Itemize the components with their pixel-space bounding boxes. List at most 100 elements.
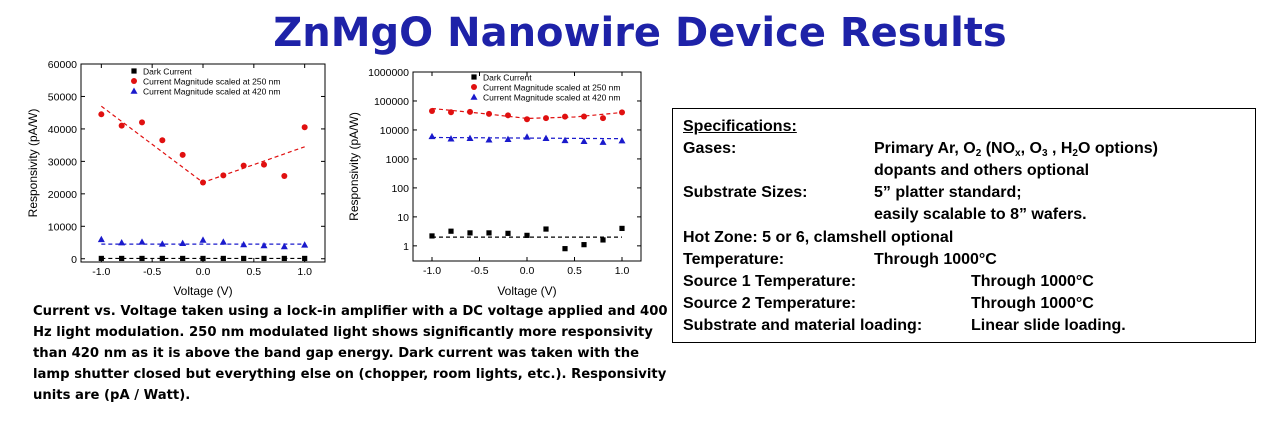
data-point-series1 xyxy=(261,161,267,168)
loading-label: Substrate and material loading: xyxy=(683,317,923,334)
data-point-series0 xyxy=(467,230,473,236)
data-point-series0 xyxy=(600,237,606,243)
data-point-series0 xyxy=(180,255,186,262)
data-point-series0 xyxy=(98,255,104,262)
x-tick-label: 1.0 xyxy=(297,266,312,278)
y-tick-label: 40000 xyxy=(48,124,77,136)
data-point-series0 xyxy=(429,233,435,239)
substrate-value-line2: easily scalable to 8” wafers. xyxy=(874,206,1087,223)
data-point-series2 xyxy=(240,240,248,248)
source2-value: Through 1000°C xyxy=(971,295,1094,312)
data-point-series1 xyxy=(524,116,530,123)
x-tick-label: -1.0 xyxy=(423,265,441,277)
data-point-series0 xyxy=(139,255,145,262)
data-point-series1 xyxy=(486,110,492,117)
responsivity-log-chart: -1.0 -0.5 0.0 0.5 1.0 1 10 100 1000 10000 100000 10… xyxy=(347,67,642,298)
data-point-series1 xyxy=(220,172,227,179)
data-point-series2 xyxy=(542,134,550,141)
substrate-value: 5” platter standard; xyxy=(874,184,1022,201)
data-point-series2 xyxy=(523,133,531,140)
data-point-series2 xyxy=(158,240,166,247)
y-axis-label: Responsivity (pA/W) xyxy=(26,109,40,218)
data-point-series1 xyxy=(139,119,145,126)
data-point-series1 xyxy=(179,151,186,158)
gases-label: Gases: xyxy=(683,140,737,157)
data-point-series0 xyxy=(302,255,308,262)
loading-value: Linear slide loading. xyxy=(971,317,1126,334)
data-point-series1 xyxy=(543,115,549,122)
legend-marker xyxy=(131,78,137,84)
data-point-series0 xyxy=(281,255,287,262)
data-point-series0 xyxy=(524,232,530,238)
data-point-series2 xyxy=(618,137,626,144)
y-tick-label: 10000 xyxy=(48,221,77,233)
data-point-series0 xyxy=(505,230,511,236)
data-point-series1 xyxy=(467,108,473,115)
x-tick-label: 0.5 xyxy=(567,265,582,277)
y-tick-label: 20000 xyxy=(48,189,77,201)
x-tick-label: 1.0 xyxy=(615,265,630,277)
y-axis-label: Responsivity (pA/W) xyxy=(347,112,361,221)
y-tick-label: 50000 xyxy=(48,91,77,103)
data-point-series2 xyxy=(504,135,512,142)
y-tick-label: 0 xyxy=(71,254,77,266)
legend-label: Dark Current xyxy=(483,73,532,83)
x-tick-label: -0.5 xyxy=(143,266,161,278)
y-tick-label: 10000 xyxy=(380,125,409,137)
gases-value-line2: dopants and others optional xyxy=(874,162,1090,179)
data-point-series0 xyxy=(543,226,549,232)
temperature-label: Temperature: xyxy=(683,251,785,268)
data-point-series2 xyxy=(97,235,105,243)
data-point-series2 xyxy=(219,238,227,245)
data-point-series1 xyxy=(118,122,125,129)
gases-value: Primary Ar, O2 (NOx, O3 , H2O options) xyxy=(874,140,1158,159)
x-axis-label: Voltage (V) xyxy=(173,284,232,298)
figure-caption: Current vs. Voltage taken using a lock-i… xyxy=(33,304,668,403)
y-tick-label: 100 xyxy=(391,183,409,195)
y-tick-label: 1000 xyxy=(386,154,410,166)
data-point-series1 xyxy=(562,113,568,120)
y-tick-label: 60000 xyxy=(48,59,77,71)
data-point-series2 xyxy=(118,239,126,246)
specs-heading: Specifications: xyxy=(683,118,797,135)
y-tick-label: 1 xyxy=(403,241,409,253)
data-point-series0 xyxy=(200,255,206,262)
x-axis-label: Voltage (V) xyxy=(497,284,556,298)
data-point-series0 xyxy=(619,225,625,232)
specifications-panel: Specifications: Gases: Primary Ar, O2 (N… xyxy=(672,108,1256,343)
data-point-series2 xyxy=(301,241,309,248)
data-point-series0 xyxy=(220,255,226,262)
fit-line-0 xyxy=(431,107,623,120)
data-point-series1 xyxy=(98,111,105,118)
data-point-series1 xyxy=(619,109,625,116)
legend-marker xyxy=(471,84,477,90)
source2-label: Source 2 Temperature: xyxy=(683,295,857,312)
x-tick-label: 0.5 xyxy=(247,266,262,278)
legend-marker xyxy=(131,68,137,74)
data-point-series1 xyxy=(505,112,511,119)
data-point-series0 xyxy=(159,255,165,262)
data-point-series1 xyxy=(448,109,454,116)
data-point-series2 xyxy=(260,241,268,249)
data-point-series2 xyxy=(466,134,474,141)
data-point-series2 xyxy=(280,242,288,250)
legend-marker xyxy=(130,87,138,94)
legend-marker xyxy=(471,74,477,80)
data-point-series2 xyxy=(561,136,569,144)
y-tick-label: 100000 xyxy=(374,96,409,108)
legend-label: Current Magnitude scaled at 420 nm xyxy=(483,93,621,103)
x-tick-label: 0.0 xyxy=(520,265,535,277)
data-point-series2 xyxy=(447,135,455,142)
data-point-series2 xyxy=(179,239,187,246)
data-point-series1 xyxy=(301,124,308,131)
source1-label: Source 1 Temperature: xyxy=(683,273,857,290)
data-point-series0 xyxy=(486,230,492,236)
hot-zone: Hot Zone: 5 or 6, clamshell optional xyxy=(683,229,954,246)
fit-line-1 xyxy=(431,136,623,140)
data-point-series0 xyxy=(119,255,125,262)
temperature-value: Through 1000°C xyxy=(874,251,997,268)
data-point-series1 xyxy=(159,137,166,144)
legend-label: Current Magnitude scaled at 250 nm xyxy=(483,83,621,93)
data-point-series1 xyxy=(581,113,587,120)
substrate-label: Substrate Sizes: xyxy=(683,184,808,201)
